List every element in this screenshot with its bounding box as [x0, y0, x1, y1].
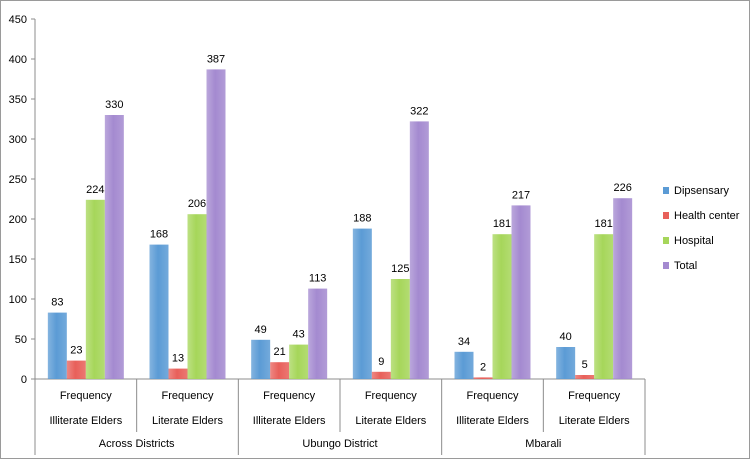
- data-label: 40: [560, 331, 572, 343]
- x-tick-labels: Frequency Illiterate Elders Frequency Liter…: [49, 390, 630, 450]
- data-label: 322: [410, 105, 428, 117]
- x-tick-label-level1: Frequency: [60, 390, 112, 402]
- data-label: 34: [458, 336, 470, 348]
- y-tick-label: 350: [9, 94, 27, 106]
- legend-swatch-total: [663, 262, 669, 269]
- data-label: 9: [378, 356, 384, 368]
- data-label: 181: [594, 218, 612, 230]
- bars: [47, 69, 633, 380]
- bar-health-center: [168, 368, 188, 379]
- data-label: 21: [274, 346, 286, 358]
- legend-label-dipsensary: Dipsensary: [674, 185, 730, 197]
- x-tick-label-level2: Illiterate Elders: [49, 415, 122, 427]
- bar-dipsensary: [352, 228, 372, 379]
- data-label: 13: [172, 353, 184, 365]
- data-label: 181: [493, 218, 511, 230]
- y-tick-label: 250: [9, 174, 27, 186]
- x-tick-label-level2: Literate Elders: [559, 415, 630, 427]
- bar-health-center: [575, 375, 595, 379]
- data-label: 387: [207, 53, 225, 65]
- legend-swatch-dipsensary: [663, 187, 669, 194]
- bar-hospital: [492, 234, 512, 379]
- bar-hospital: [390, 279, 410, 379]
- axes: 0 50 100 150 200 250 300 350 400 450: [9, 14, 646, 455]
- y-tick-label: 150: [9, 254, 27, 266]
- x-tick-label-level2: Literate Elders: [152, 415, 223, 427]
- data-label: 2: [480, 361, 486, 373]
- bar-hospital: [187, 214, 207, 379]
- bar-dipsensary: [47, 312, 67, 379]
- legend-label-hospital: Hospital: [674, 235, 714, 247]
- y-tick-label: 300: [9, 134, 27, 146]
- bar-total: [206, 69, 226, 380]
- data-label: 43: [293, 329, 305, 341]
- y-tick-label: 400: [9, 54, 27, 66]
- bar-hospital: [594, 234, 614, 379]
- bar-total: [409, 121, 429, 380]
- y-tick-label: 50: [15, 334, 27, 346]
- y-tick-label: 450: [9, 14, 27, 26]
- data-label: 125: [391, 263, 409, 275]
- y-tick-label: 200: [9, 214, 27, 226]
- bar-health-center: [66, 360, 86, 379]
- bar-dipsensary: [454, 351, 474, 379]
- legend-swatch-hospital: [663, 237, 669, 244]
- x-tick-label-level1: Frequency: [365, 390, 417, 402]
- legend: Dipsensary Health center Hospital Total: [663, 185, 740, 272]
- legend-swatch-health-center: [663, 212, 669, 219]
- bar-total: [104, 115, 124, 379]
- data-label: 83: [51, 297, 63, 309]
- bar-dipsensary: [556, 347, 576, 379]
- data-label: 5: [582, 359, 588, 371]
- data-label: 188: [353, 213, 371, 225]
- x-group-label: Mbarali: [525, 438, 561, 450]
- bar-dipsensary: [251, 339, 271, 379]
- x-tick-label-level2: Illiterate Elders: [456, 415, 529, 427]
- data-label: 217: [512, 189, 530, 201]
- y-tick-label: 100: [9, 294, 27, 306]
- bar-total: [308, 288, 328, 379]
- data-label: 113: [309, 273, 327, 285]
- data-label: 224: [86, 184, 104, 196]
- bar-total: [613, 198, 633, 379]
- data-label: 206: [188, 198, 206, 210]
- legend-label-total: Total: [674, 260, 697, 272]
- x-group-label: Across Districts: [99, 438, 175, 450]
- bar-health-center: [371, 371, 391, 379]
- x-group-label: Ubungo District: [302, 438, 377, 450]
- y-tick-label: 0: [21, 374, 27, 386]
- x-tick-label-level1: Frequency: [263, 390, 315, 402]
- data-label: 330: [105, 99, 123, 111]
- legend-label-health-center: Health center: [674, 210, 740, 222]
- bar-hospital: [289, 344, 309, 379]
- bar-health-center: [270, 362, 290, 379]
- data-label: 23: [70, 345, 82, 357]
- bar-total: [511, 205, 531, 379]
- data-label: 49: [255, 324, 267, 336]
- bar-health-center: [473, 377, 493, 379]
- data-label: 168: [150, 229, 168, 241]
- x-tick-label-level1: Frequency: [162, 390, 214, 402]
- x-tick-label-level2: Illiterate Elders: [253, 415, 326, 427]
- x-tick-label-level2: Literate Elders: [355, 415, 426, 427]
- bar-hospital: [85, 199, 105, 379]
- data-label: 226: [613, 182, 631, 194]
- x-tick-label-level1: Frequency: [467, 390, 519, 402]
- bar-dipsensary: [149, 244, 169, 379]
- data-labels: 83 23 224 330 168 13 206 387 49 21 43 113 188 9 125 322…: [51, 53, 632, 373]
- x-tick-label-level1: Frequency: [568, 390, 620, 402]
